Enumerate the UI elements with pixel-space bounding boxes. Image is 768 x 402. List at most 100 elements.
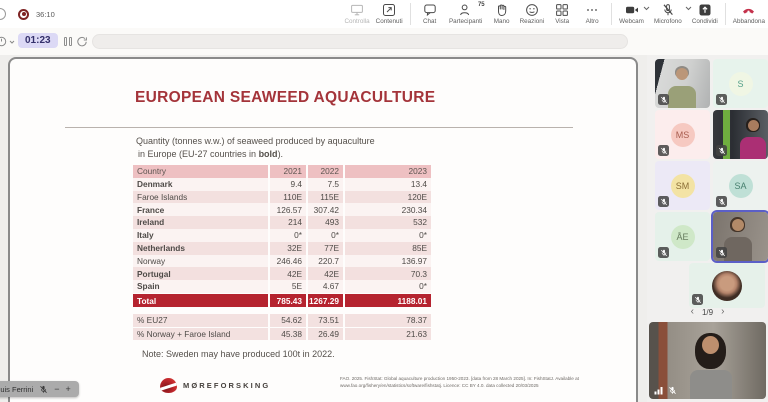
participant-initials-tile[interactable]: SM	[655, 161, 710, 210]
content-button[interactable]: Contenuti	[373, 0, 406, 28]
hang-up-icon	[741, 3, 756, 17]
participant-photo-tile[interactable]	[689, 263, 765, 308]
mic-muted-badge-icon	[716, 145, 727, 156]
participants-panel: S MS SM SA ÅE	[647, 55, 768, 402]
participant-video-tile[interactable]	[713, 110, 768, 159]
signal-bars-icon	[654, 387, 663, 395]
camera-icon	[625, 3, 639, 17]
logo-swoosh-icon	[160, 378, 177, 393]
clock-icon	[0, 36, 7, 47]
pager-count: 1/9	[701, 307, 714, 317]
participant-initials-tile[interactable]: S	[713, 59, 768, 108]
participants-icon	[459, 3, 473, 17]
elapsed-timer[interactable]: 01:23	[18, 33, 58, 48]
active-speaker-video-tile[interactable]	[713, 212, 768, 261]
table-header-row: Country 2021 2022 2023	[133, 165, 431, 178]
record-icon	[18, 8, 29, 20]
participant-initials: SA	[728, 173, 753, 198]
ellipsis-icon	[585, 3, 599, 17]
control-button[interactable]: Controlla	[341, 0, 372, 28]
mic-muted-badge-icon	[716, 196, 727, 207]
microphone-button[interactable]: Microfono	[647, 0, 692, 28]
participants-button[interactable]: 75 Partecipanti	[448, 2, 485, 25]
self-video-tile[interactable]	[649, 322, 766, 399]
toolbar-strip	[92, 34, 628, 49]
table-total-row: Total 785.43 1267.29 1188.01	[133, 293, 431, 308]
meeting-toolbar: 36:10 Controlla Contenuti Chat 75	[0, 0, 768, 28]
chat-button[interactable]: Chat	[415, 0, 445, 28]
table-row: Netherlands 32E 77E 85E	[133, 241, 431, 255]
mic-muted-icon	[661, 3, 675, 17]
mic-muted-badge-icon	[658, 196, 669, 207]
slide-note: Note: Sweden may have produced 100t in 2…	[142, 349, 335, 359]
zoom-out-button[interactable]: −	[54, 384, 60, 394]
refresh-icon[interactable]	[76, 36, 88, 48]
chat-icon	[423, 3, 437, 17]
smiley-icon	[525, 3, 539, 17]
raised-hand-icon	[495, 3, 509, 17]
raise-hand-button[interactable]: Mano	[487, 0, 517, 28]
shared-screen[interactable]: EUROPEAN SEAWEED AQUACULTURE Quantity (t…	[8, 57, 638, 402]
seaweed-table: Country 2021 2022 2023 Denmark 9.4 7.5 13.4…	[133, 165, 431, 340]
participant-initials-tile[interactable]: MS	[655, 110, 710, 159]
meeting-stage: EUROPEAN SEAWEED AQUACULTURE Quantity (t…	[0, 55, 768, 402]
mic-muted-icon	[669, 386, 676, 395]
pager-prev-icon[interactable]: ‹	[690, 306, 694, 317]
timer-control[interactable]	[0, 36, 15, 47]
share-button[interactable]: Condividi	[689, 0, 721, 28]
avatar	[712, 270, 742, 301]
webcam-button[interactable]: Webcam	[616, 0, 650, 28]
mic-muted-icon	[40, 385, 48, 393]
leave-button[interactable]: Abbandona	[730, 0, 768, 28]
pause-icon[interactable]	[64, 37, 72, 46]
more-button[interactable]: Altro	[577, 0, 607, 28]
participant-video	[723, 110, 730, 159]
participants-count-badge: 75	[477, 2, 485, 8]
microphone-options-chevron-icon[interactable]	[685, 6, 692, 11]
webcam-options-chevron-icon[interactable]	[643, 6, 650, 11]
mic-muted-badge-icon	[716, 247, 727, 258]
table-row: Norway 246.46 220.7 136.97	[133, 254, 431, 268]
zoom-in-button[interactable]: +	[65, 384, 71, 394]
share-screen-icon	[698, 3, 712, 17]
toolbar-divider	[611, 3, 613, 25]
table-row: Italy 0* 0* 0*	[133, 228, 431, 242]
table-row: Portugal 42E 42E 70.3	[133, 267, 431, 281]
view-button[interactable]: Vista	[547, 0, 577, 28]
participant-initials-tile[interactable]: ÅE	[655, 212, 710, 261]
table-row: Faroe Islands 110E 115E 120E	[133, 190, 431, 204]
participant-initials: SM	[670, 173, 695, 198]
participant-initials: S	[728, 71, 753, 96]
slide-title: EUROPEAN SEAWEED AQUACULTURE	[135, 89, 436, 106]
mic-muted-badge-icon	[658, 145, 669, 156]
recording-time: 36:10	[36, 9, 55, 19]
title-divider	[65, 127, 573, 128]
citation: FAO. 2025. FishStat: Global aquaculture …	[340, 376, 579, 388]
participant-initials: MS	[670, 122, 695, 147]
moreforsking-logo: MØREFORSKING	[160, 378, 270, 393]
toolbar-divider	[409, 3, 411, 25]
table-row: France 126.57 307.42 230.34	[133, 203, 431, 217]
slide-subtitle-line2: in Europe (EU-27 countries in bold).	[138, 149, 284, 159]
percent-row: % EU27 54.62 73.51 78.37	[133, 314, 431, 327]
mic-muted-badge-icon	[658, 247, 669, 258]
percent-row: % Norway + Faroe Island 45.38 26.49 21.63	[133, 327, 431, 340]
grid-view-icon	[555, 3, 569, 17]
presenter-name: Louis Ferrini	[0, 384, 34, 394]
recording-indicator: 36:10	[0, 0, 55, 28]
meeting-subbar: 01:23	[0, 28, 768, 55]
mic-muted-badge-icon	[692, 294, 703, 305]
mic-muted-badge-icon	[658, 94, 669, 105]
reactions-button[interactable]: Reazioni	[517, 0, 548, 28]
slide-subtitle-line1: Quantity (tonnes w.w.) of seaweed produc…	[136, 136, 375, 146]
presenter-overlay[interactable]: Louis Ferrini − +	[0, 381, 79, 397]
participant-initials: ÅE	[670, 224, 695, 249]
participant-initials-tile[interactable]: SA	[713, 161, 768, 210]
table-row: Ireland 214 493 532	[133, 216, 431, 229]
pager-next-icon[interactable]: ›	[721, 306, 725, 317]
screen-control-icon	[350, 3, 364, 17]
toolbar-divider	[724, 3, 726, 25]
table-row: Denmark 9.4 7.5 13.4	[133, 177, 431, 191]
mic-muted-badge-icon	[716, 94, 727, 105]
participant-video-tile[interactable]	[655, 59, 710, 108]
